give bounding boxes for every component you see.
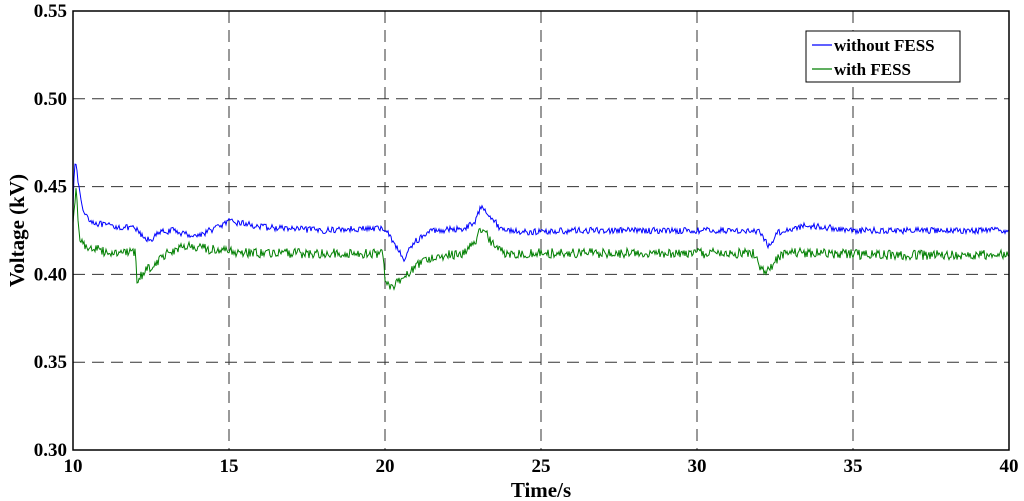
x-tick-label: 10 (64, 456, 83, 477)
y-tick-label: 0.45 (34, 177, 67, 198)
y-tick-label: 0.30 (34, 440, 67, 461)
series-line-without-fess (72, 163, 1010, 263)
y-tick-label: 0.40 (34, 264, 67, 285)
y-tick-label: 0.35 (34, 352, 67, 373)
series-lines (72, 163, 1010, 291)
tick-labels: 10 15 20 25 30 35 40 0.30 0.35 0.40 0.45 0.50 0.55 (34, 1, 1019, 477)
y-axis-title: Voltage (kV) (5, 174, 29, 287)
legend-box (805, 30, 961, 83)
x-tick-label: 30 (688, 456, 707, 477)
x-tick-label: 20 (376, 456, 395, 477)
plot-frame (72, 10, 1010, 451)
x-axis-title: Time/s (511, 478, 571, 501)
y-tick-label: 0.50 (34, 89, 67, 110)
y-tick-label: 0.55 (34, 1, 67, 22)
legend-label-without-fess: without FESS (834, 36, 935, 55)
series-line-with-fess (72, 188, 1010, 291)
x-tick-label: 35 (844, 456, 863, 477)
x-tick-label: 40 (1000, 456, 1019, 477)
x-tick-label: 25 (532, 456, 551, 477)
x-tick-label: 15 (220, 456, 239, 477)
legend: without FESS with FESS (805, 30, 961, 83)
legend-label-with-fess: with FESS (834, 60, 911, 79)
